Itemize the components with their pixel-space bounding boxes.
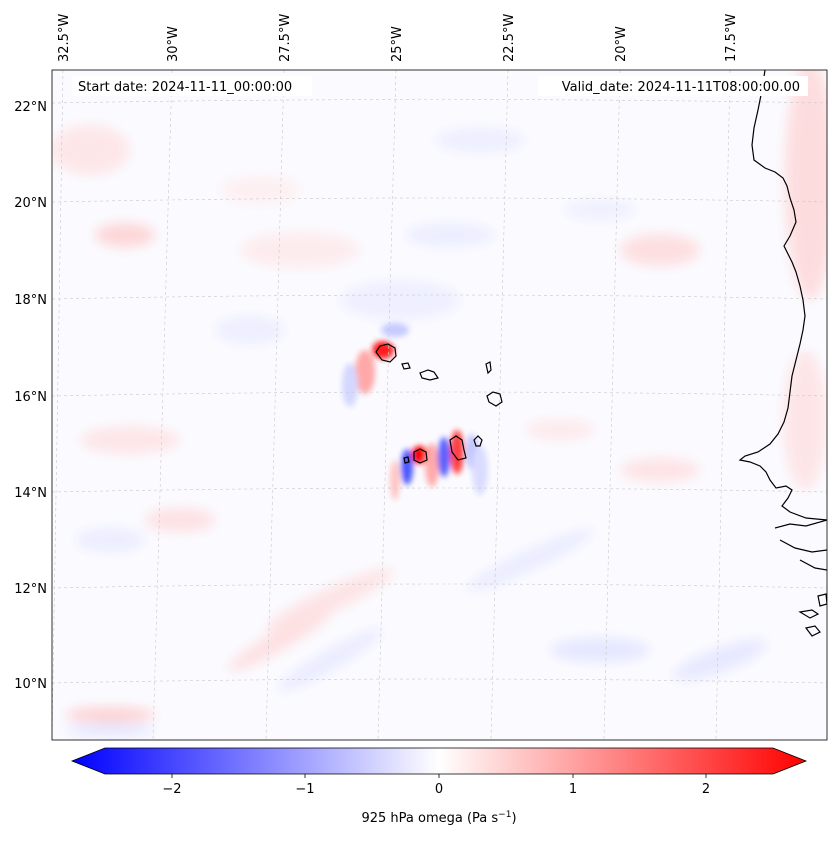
valid-date-box	[538, 76, 808, 96]
longitude-labels: 32.5°W 30°W 27.5°W 25°W 22.5°W 20°W 17.5…	[57, 14, 739, 62]
lon-label: 27.5°W	[278, 14, 293, 62]
colorbar-tick-label: 1	[569, 782, 577, 797]
island-brava	[403, 456, 410, 464]
colorbar-scale	[70, 747, 808, 775]
island-sao-vicente	[401, 362, 411, 370]
start-date-box	[72, 76, 312, 96]
lat-label: 20°N	[14, 196, 47, 211]
lon-label: 17.5°W	[724, 14, 739, 62]
map-panel: Start date: 2024-11-11_00:00:00 Valid_da…	[51, 69, 828, 741]
map-frame	[51, 69, 828, 741]
map-background	[52, 70, 827, 740]
colorbar-tick-label: 2	[702, 782, 710, 797]
lon-label: 30°W	[166, 26, 181, 62]
coastline	[375, 70, 827, 637]
africa-coastline	[738, 70, 827, 521]
lat-label: 22°N	[14, 100, 47, 115]
island-fogo	[413, 448, 428, 464]
colorbar-label: 925 hPa omega (Pa s−1)	[361, 810, 516, 826]
lat-label: 16°N	[14, 390, 47, 405]
graticule	[52, 70, 827, 740]
lat-label: 14°N	[14, 486, 47, 501]
lon-label: 20°W	[614, 26, 629, 62]
colorbar-tick-label: −2	[162, 782, 181, 797]
island-maio	[473, 435, 483, 447]
start-date-label: Start date: 2024-11-11_00:00:00	[78, 80, 292, 95]
lon-label: 22.5°W	[502, 14, 517, 62]
colorbar-ticks	[171, 774, 707, 778]
island-boa-vista	[486, 391, 503, 407]
lat-label: 18°N	[14, 293, 47, 308]
colorbar-tick-label: −1	[295, 782, 314, 797]
lat-label: 10°N	[14, 677, 47, 692]
omega-field	[52, 70, 827, 736]
latitude-labels: 22°N 20°N 18°N 16°N 14°N 12°N 10°N	[14, 100, 47, 692]
colorbar: −2 −1 0 1 2 925 hPa omega (Pa s−1)	[70, 747, 808, 826]
island-santo-antao	[375, 343, 397, 363]
valid-date-label: Valid_date: 2024-11-11T08:00:00.00	[562, 80, 800, 95]
island-sal	[485, 361, 492, 375]
lon-label: 25°W	[390, 26, 405, 62]
lat-label: 12°N	[14, 582, 47, 597]
island-sao-nicolau	[419, 369, 439, 381]
lon-label: 32.5°W	[57, 14, 72, 62]
island-santiago	[449, 435, 467, 461]
colorbar-tick-label: 0	[435, 782, 443, 797]
